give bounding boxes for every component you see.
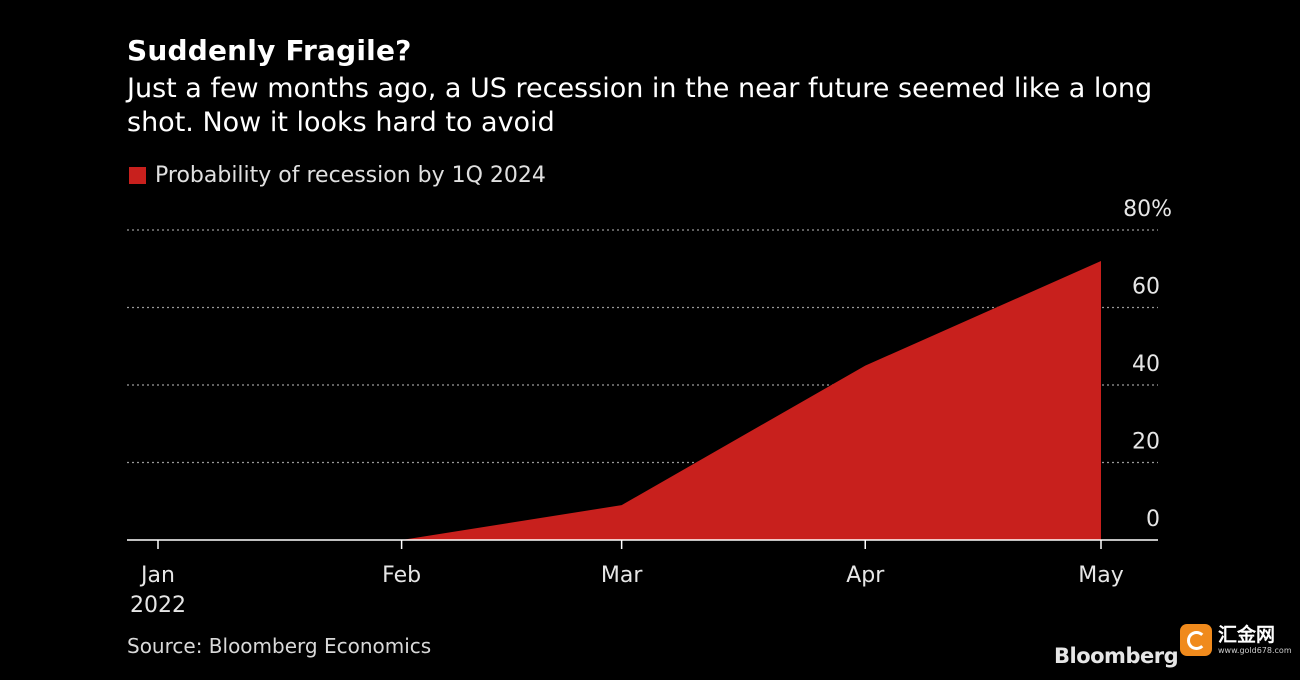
source-note: Source: Bloomberg Economics (127, 634, 432, 658)
watermark: 汇金网 www.gold678.com (1180, 624, 1292, 656)
y-tick-label: 40 (1132, 352, 1160, 377)
y-tick-label: 60 (1132, 275, 1160, 300)
watermark-url: www.gold678.com (1218, 646, 1292, 655)
legend-label: Probability of recession by 1Q 2024 (155, 163, 546, 188)
bloomberg-logo: Bloomberg (1054, 644, 1179, 668)
x-tick-label: Feb (382, 563, 421, 588)
legend-swatch (129, 167, 146, 184)
chart-title: Suddenly Fragile? (127, 34, 412, 67)
x-tick-label: Apr (846, 563, 885, 588)
y-tick-label: 20 (1132, 430, 1160, 455)
legend: Probability of recession by 1Q 2024 (129, 163, 546, 188)
x-tick-label: May (1078, 563, 1123, 588)
x-tick-label: Mar (601, 563, 643, 588)
watermark-logo-icon (1180, 624, 1212, 656)
watermark-name: 汇金网 (1218, 624, 1276, 646)
x-year-label: 2022 (130, 593, 186, 618)
x-tick-label: Jan (139, 563, 175, 588)
y-tick-label: 80% (1123, 197, 1172, 222)
y-tick-label: 0 (1146, 507, 1160, 532)
chart-subtitle: Just a few months ago, a US recession in… (127, 73, 1153, 138)
area-series-recession-probability (158, 261, 1101, 540)
